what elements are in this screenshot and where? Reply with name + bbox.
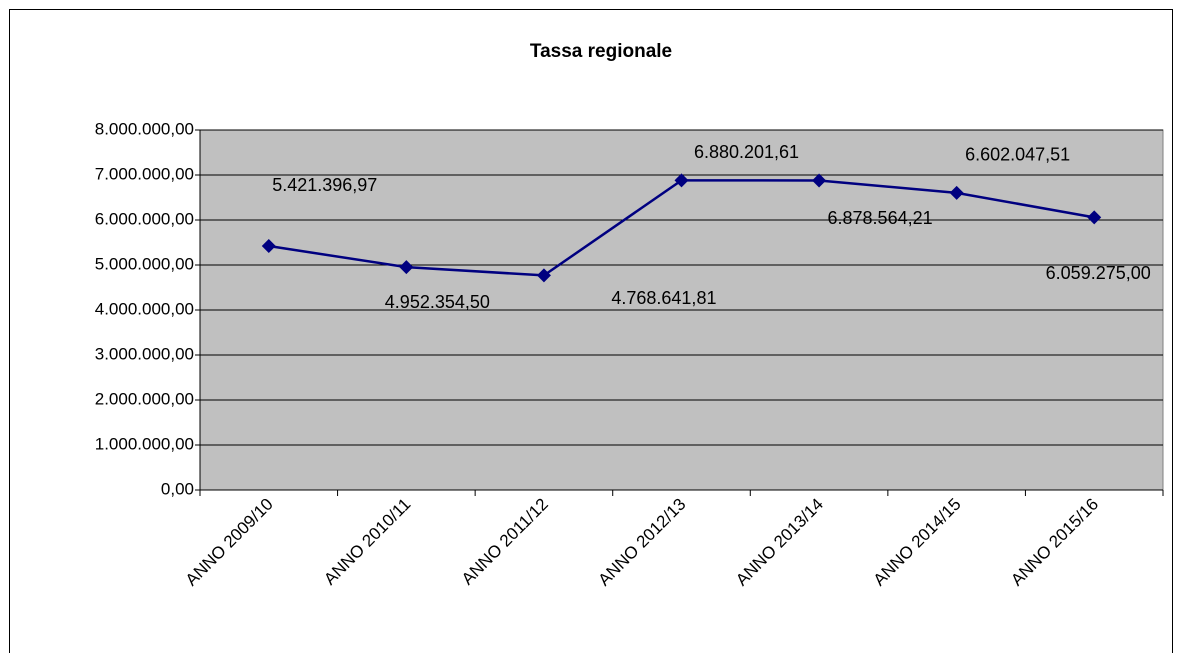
y-tick-label: 3.000.000,00 xyxy=(95,344,194,363)
data-label: 4.768.641,81 xyxy=(611,288,716,308)
y-tick-label: 1.000.000,00 xyxy=(95,434,194,453)
y-tick-label: 8.000.000,00 xyxy=(95,119,194,138)
data-label: 6.880.201,61 xyxy=(694,142,799,162)
data-label: 5.421.396,97 xyxy=(272,175,377,195)
data-label: 6.059.275,00 xyxy=(1046,263,1151,283)
point-marker xyxy=(536,268,551,283)
point-marker xyxy=(1087,210,1102,225)
point-marker xyxy=(399,260,414,275)
y-tick-label: 5.000.000,00 xyxy=(95,254,194,273)
y-tick-label: 4.000.000,00 xyxy=(95,299,194,318)
point-marker xyxy=(261,239,276,254)
chart-title: Tassa regionale xyxy=(530,41,672,62)
data-label: 6.602.047,51 xyxy=(965,145,1070,165)
y-tick-label: 6.000.000,00 xyxy=(95,209,194,228)
point-marker xyxy=(674,173,689,188)
y-tick-label: 7.000.000,00 xyxy=(95,164,194,183)
data-label: 4.952.354,50 xyxy=(385,292,490,312)
point-marker xyxy=(949,185,964,200)
y-tick-label: 0,00 xyxy=(161,479,194,498)
point-marker xyxy=(812,173,827,188)
data-label: 6.878.564,21 xyxy=(828,208,933,228)
y-tick-label: 2.000.000,00 xyxy=(95,389,194,408)
